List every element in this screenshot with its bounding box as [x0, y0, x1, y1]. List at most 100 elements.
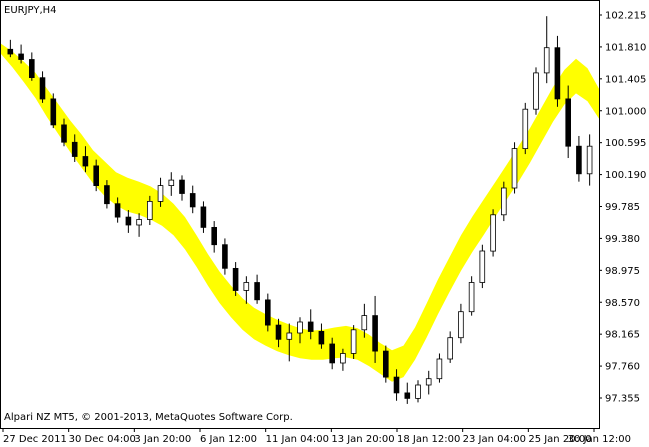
candle	[318, 323, 325, 349]
candle	[50, 93, 57, 129]
candle-body	[415, 384, 421, 399]
symbol-title: EURJPY,H4	[4, 5, 57, 16]
candle-body	[114, 203, 121, 218]
candle	[104, 180, 110, 209]
price-tick-label: 101.405	[605, 74, 646, 85]
candle	[18, 44, 24, 64]
price-tick-label: 98.165	[605, 330, 640, 341]
candle	[329, 337, 335, 370]
candle	[125, 210, 132, 233]
time-tick-label: 3 Jan 20:00	[134, 434, 191, 445]
candle	[93, 159, 100, 192]
candle	[28, 52, 35, 81]
candle	[490, 209, 496, 257]
candle-body	[104, 185, 110, 205]
candle-body	[125, 216, 132, 226]
candle-body	[425, 378, 432, 386]
candle	[7, 39, 14, 58]
time-axis[interactable]: 27 Dec 2011 30 Dec 04:003 Jan 20:00 6 Jan …	[2, 428, 631, 445]
candle-body	[28, 59, 35, 79]
candle-body	[50, 98, 57, 126]
candle	[415, 380, 421, 403]
candle-body	[222, 244, 228, 269]
candle	[307, 309, 314, 340]
candle-body	[436, 358, 443, 380]
candle-body	[533, 72, 539, 110]
candle-body	[136, 219, 142, 226]
candle	[447, 331, 453, 363]
candle-body	[361, 315, 368, 331]
candle-body	[61, 124, 67, 143]
candle	[425, 370, 432, 395]
candle	[586, 134, 593, 186]
price-tick-label: 97.355	[605, 394, 640, 405]
candle	[275, 318, 282, 348]
candle	[136, 213, 142, 237]
candle	[211, 221, 218, 253]
candle-body	[565, 98, 571, 147]
price-tick-label: 101.000	[605, 106, 646, 117]
price-axis[interactable]: 102.215 101.810 101.405 101.000 100.595 100.1…	[599, 11, 646, 405]
candle	[565, 85, 571, 159]
candle-body	[18, 53, 24, 60]
price-tick-label: 101.810	[605, 42, 646, 53]
candle-body	[179, 179, 185, 194]
candle	[243, 276, 250, 304]
candle	[479, 244, 486, 289]
candle	[254, 274, 260, 304]
candle	[533, 67, 539, 115]
plot-frame	[0, 0, 600, 429]
candle-body	[297, 321, 303, 334]
candle-body	[254, 282, 260, 301]
envelope-band-layer	[1, 43, 599, 382]
candle	[179, 175, 185, 201]
candle	[168, 172, 175, 196]
candle	[71, 134, 78, 162]
price-tick-label: 97.760	[605, 362, 640, 373]
candle	[82, 146, 89, 173]
price-tick-label: 98.570	[605, 298, 640, 309]
time-tick-label: 27 Dec 2011	[3, 434, 67, 445]
candle-body	[168, 179, 175, 187]
candle	[404, 382, 411, 404]
candle	[500, 181, 507, 222]
price-tick-label: 102.215	[605, 11, 646, 22]
candle	[222, 238, 228, 275]
candle-body	[71, 141, 78, 157]
candle	[264, 293, 271, 332]
candle-body	[554, 47, 561, 100]
candle-body	[157, 185, 164, 202]
candle-body	[393, 376, 400, 394]
candle-body	[211, 226, 218, 246]
candle-body	[264, 299, 271, 326]
time-tick-label: 30 Jan 12:00	[568, 434, 631, 445]
candle	[372, 295, 378, 363]
candle	[350, 325, 357, 359]
candle-body	[458, 311, 464, 339]
candle	[522, 102, 529, 155]
candle-body	[586, 145, 593, 175]
candle-body	[7, 48, 14, 55]
candle-body	[404, 392, 411, 399]
candle-body	[479, 250, 486, 283]
candle-body	[307, 321, 314, 332]
candle-body	[522, 108, 529, 149]
candle	[232, 262, 239, 296]
price-tick-label: 99.785	[605, 202, 640, 213]
candle-body	[340, 353, 346, 364]
candle	[200, 201, 207, 233]
time-tick-label: 23 Jan 04:00	[463, 434, 526, 445]
candle-body	[511, 148, 518, 189]
time-tick-label: 11 Jan 04:00	[266, 434, 329, 445]
candle	[61, 118, 67, 147]
candle	[286, 323, 293, 362]
candle-body	[286, 332, 293, 340]
candle	[436, 353, 443, 383]
time-tick-label: 13 Jan 20:00	[331, 434, 394, 445]
candle-body	[382, 350, 389, 378]
candle	[340, 348, 346, 371]
candle-body	[318, 330, 325, 345]
price-tick-label: 100.595	[605, 138, 646, 149]
